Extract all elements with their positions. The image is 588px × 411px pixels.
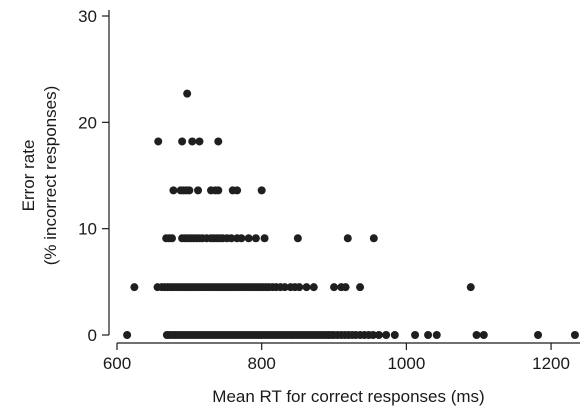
data-point [194, 186, 203, 195]
axes [108, 10, 580, 344]
data-point [369, 331, 378, 339]
data-points [123, 89, 579, 339]
data-point [257, 186, 266, 195]
data-point [293, 234, 302, 243]
y-ticks: 0 10 20 30 [78, 7, 109, 345]
data-point [123, 331, 132, 339]
x-tick-label-800: 800 [248, 354, 276, 373]
data-point [183, 89, 192, 98]
data-point [178, 137, 187, 146]
data-point [424, 331, 433, 339]
data-point [154, 137, 163, 146]
data-point [330, 283, 339, 292]
x-tick-label-600: 600 [103, 354, 131, 373]
data-point [479, 331, 488, 339]
data-point [309, 283, 318, 292]
y-axis-title-line-1: Error rate [19, 140, 38, 212]
y-tick-label-0: 0 [88, 326, 97, 345]
data-point [411, 331, 420, 339]
data-point [214, 186, 223, 195]
x-ticks: 600 800 1000 1200 [103, 343, 570, 373]
data-point [195, 137, 204, 146]
data-point [233, 186, 242, 195]
data-point [341, 283, 350, 292]
x-axis-title: Mean RT for correct responses (ms) [212, 387, 484, 406]
data-point [472, 331, 481, 339]
data-point [260, 234, 269, 243]
data-point [130, 283, 139, 292]
data-point [237, 234, 246, 243]
data-point [244, 234, 253, 243]
data-point [390, 331, 399, 339]
data-point [382, 331, 391, 339]
data-point [227, 234, 236, 243]
data-point [369, 234, 378, 243]
data-point [251, 234, 260, 243]
data-point [185, 186, 194, 195]
data-point [302, 283, 311, 292]
data-point [167, 234, 176, 243]
data-point [356, 283, 365, 292]
data-point [534, 331, 543, 339]
data-point [343, 234, 352, 243]
data-point [188, 137, 197, 146]
data-point [169, 186, 178, 195]
data-point [432, 331, 441, 339]
y-tick-label-20: 20 [78, 113, 97, 132]
data-point [214, 137, 223, 146]
x-tick-label-1000: 1000 [387, 354, 425, 373]
y-tick-label-30: 30 [78, 7, 97, 26]
data-point [374, 331, 383, 339]
y-tick-label-10: 10 [78, 220, 97, 239]
data-point [280, 283, 289, 292]
data-point [570, 331, 579, 339]
x-tick-label-1200: 1200 [532, 354, 570, 373]
data-point [295, 283, 304, 292]
data-point [466, 283, 475, 292]
y-axis-title-line-2: (% incorrect responses) [41, 86, 60, 266]
